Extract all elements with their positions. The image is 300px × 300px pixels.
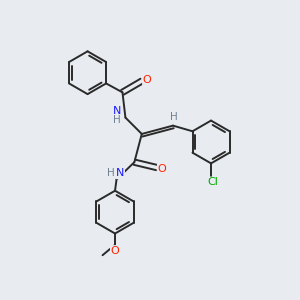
Text: O: O <box>143 75 152 85</box>
Text: H: H <box>107 169 115 178</box>
Text: O: O <box>158 164 166 174</box>
Text: H: H <box>113 115 121 125</box>
Text: O: O <box>111 246 119 256</box>
Text: N: N <box>116 169 124 178</box>
Text: N: N <box>113 106 121 116</box>
Text: H: H <box>170 112 178 122</box>
Text: Cl: Cl <box>207 177 218 188</box>
